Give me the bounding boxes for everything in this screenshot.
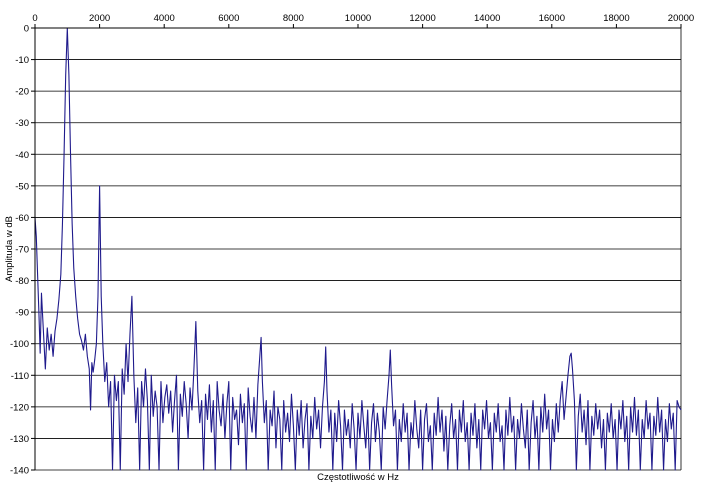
amplitude-series-line xyxy=(34,27,682,471)
y-tick-label: -130 xyxy=(10,434,29,445)
x-tick-label: 14000 xyxy=(474,13,500,24)
x-tick-label: 20000 xyxy=(668,13,694,24)
x-tick-label: 18000 xyxy=(603,13,629,24)
x-tick-label: 12000 xyxy=(409,13,435,24)
y-axis-title: Amplituda w dB xyxy=(4,216,15,282)
series-layer xyxy=(34,27,682,471)
y-tick-label: -100 xyxy=(10,339,29,350)
y-tick-label: -60 xyxy=(15,213,29,224)
y-tick-label: -70 xyxy=(15,245,29,256)
y-tick-label: -90 xyxy=(15,308,29,319)
y-tick-label: -140 xyxy=(10,466,29,477)
x-tick-label: 4000 xyxy=(154,13,175,24)
x-axis-title: Częstotliwość w Hz xyxy=(317,472,399,483)
x-tick-label: 8000 xyxy=(283,13,304,24)
x-tick-label: 6000 xyxy=(218,13,239,24)
y-tick-label: 0 xyxy=(24,24,29,35)
x-tick-label: 2000 xyxy=(89,13,110,24)
y-tick-label: -120 xyxy=(10,402,29,413)
gridlines xyxy=(35,27,682,471)
y-tick-label: -110 xyxy=(11,371,29,382)
y-tick-label: -80 xyxy=(15,276,29,287)
y-tick-label: -20 xyxy=(15,87,29,98)
y-tick-label: -40 xyxy=(15,150,29,161)
y-tick-label: -50 xyxy=(15,181,29,192)
x-tick-labels: 0 2000 4000 6000 8000 10000 12000 14000 16000 180… xyxy=(32,13,694,28)
y-tick-label: -10 xyxy=(15,55,29,66)
x-tick-label: 10000 xyxy=(345,13,371,24)
y-tick-labels: 0 -10 -20 -30 -40 -50 -60 -70 -80 -90 -100 -110 -120… xyxy=(10,24,35,477)
x-tick-label: 0 xyxy=(32,13,37,24)
y-tick-label: -30 xyxy=(15,118,29,129)
x-tick-label: 16000 xyxy=(539,13,565,24)
